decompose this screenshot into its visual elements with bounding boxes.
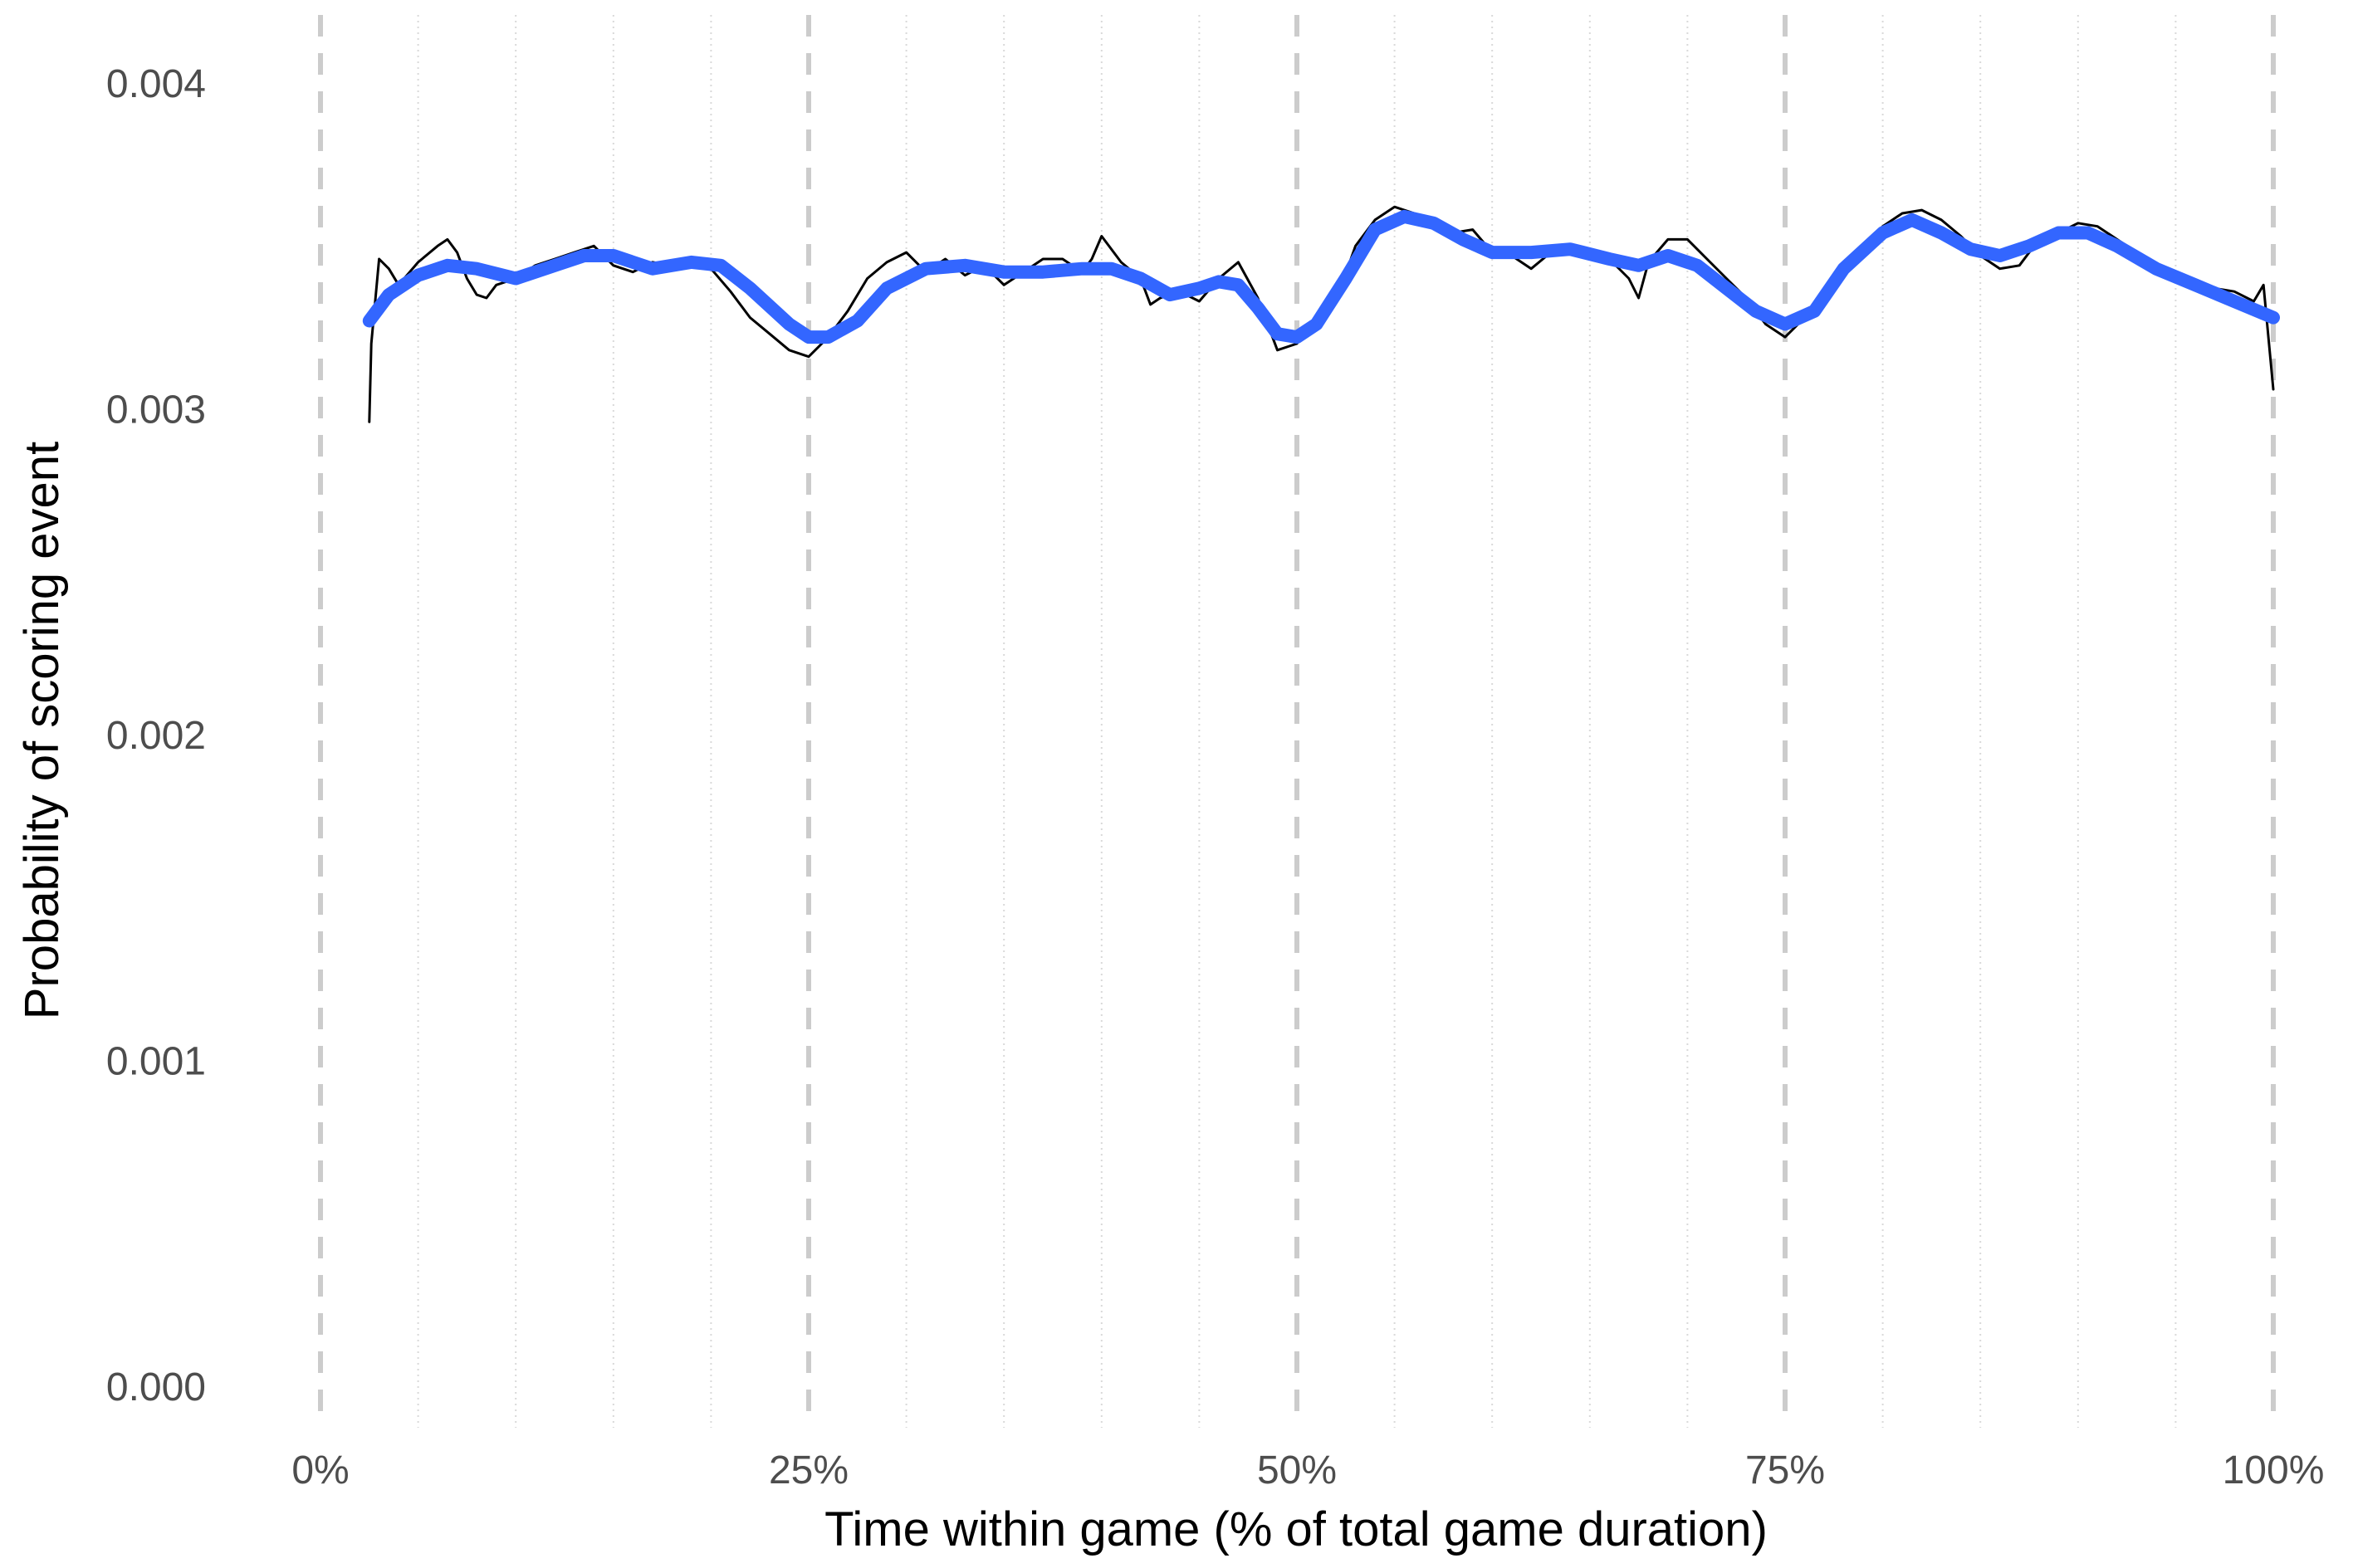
- y-tick-label: 0.003: [106, 388, 206, 432]
- y-tick-label: 0.002: [106, 714, 206, 758]
- y-tick-label: 0.000: [106, 1365, 206, 1409]
- x-axis-title: Time within game (% of total game durati…: [824, 1502, 1768, 1556]
- y-tick-label: 0.004: [106, 62, 206, 106]
- y-tick-labels: 0.000 0.001 0.002 0.003 0.004: [106, 62, 206, 1409]
- smoothed-line: [362, 209, 2280, 344]
- x-tick-label: 100%: [2223, 1448, 2325, 1492]
- y-axis-title: Probability of scoring event: [15, 442, 69, 1019]
- x-tick-labels: 0% 25% 50% 75% 100%: [291, 1448, 2324, 1492]
- x-tick-label: 50%: [1257, 1448, 1337, 1492]
- major-gridlines: [318, 15, 2276, 1428]
- x-tick-label: 25%: [769, 1448, 849, 1492]
- x-tick-label: 75%: [1745, 1448, 1825, 1492]
- y-tick-label: 0.001: [106, 1040, 206, 1084]
- plot-lines: [362, 205, 2280, 423]
- x-tick-label: 0%: [291, 1448, 349, 1492]
